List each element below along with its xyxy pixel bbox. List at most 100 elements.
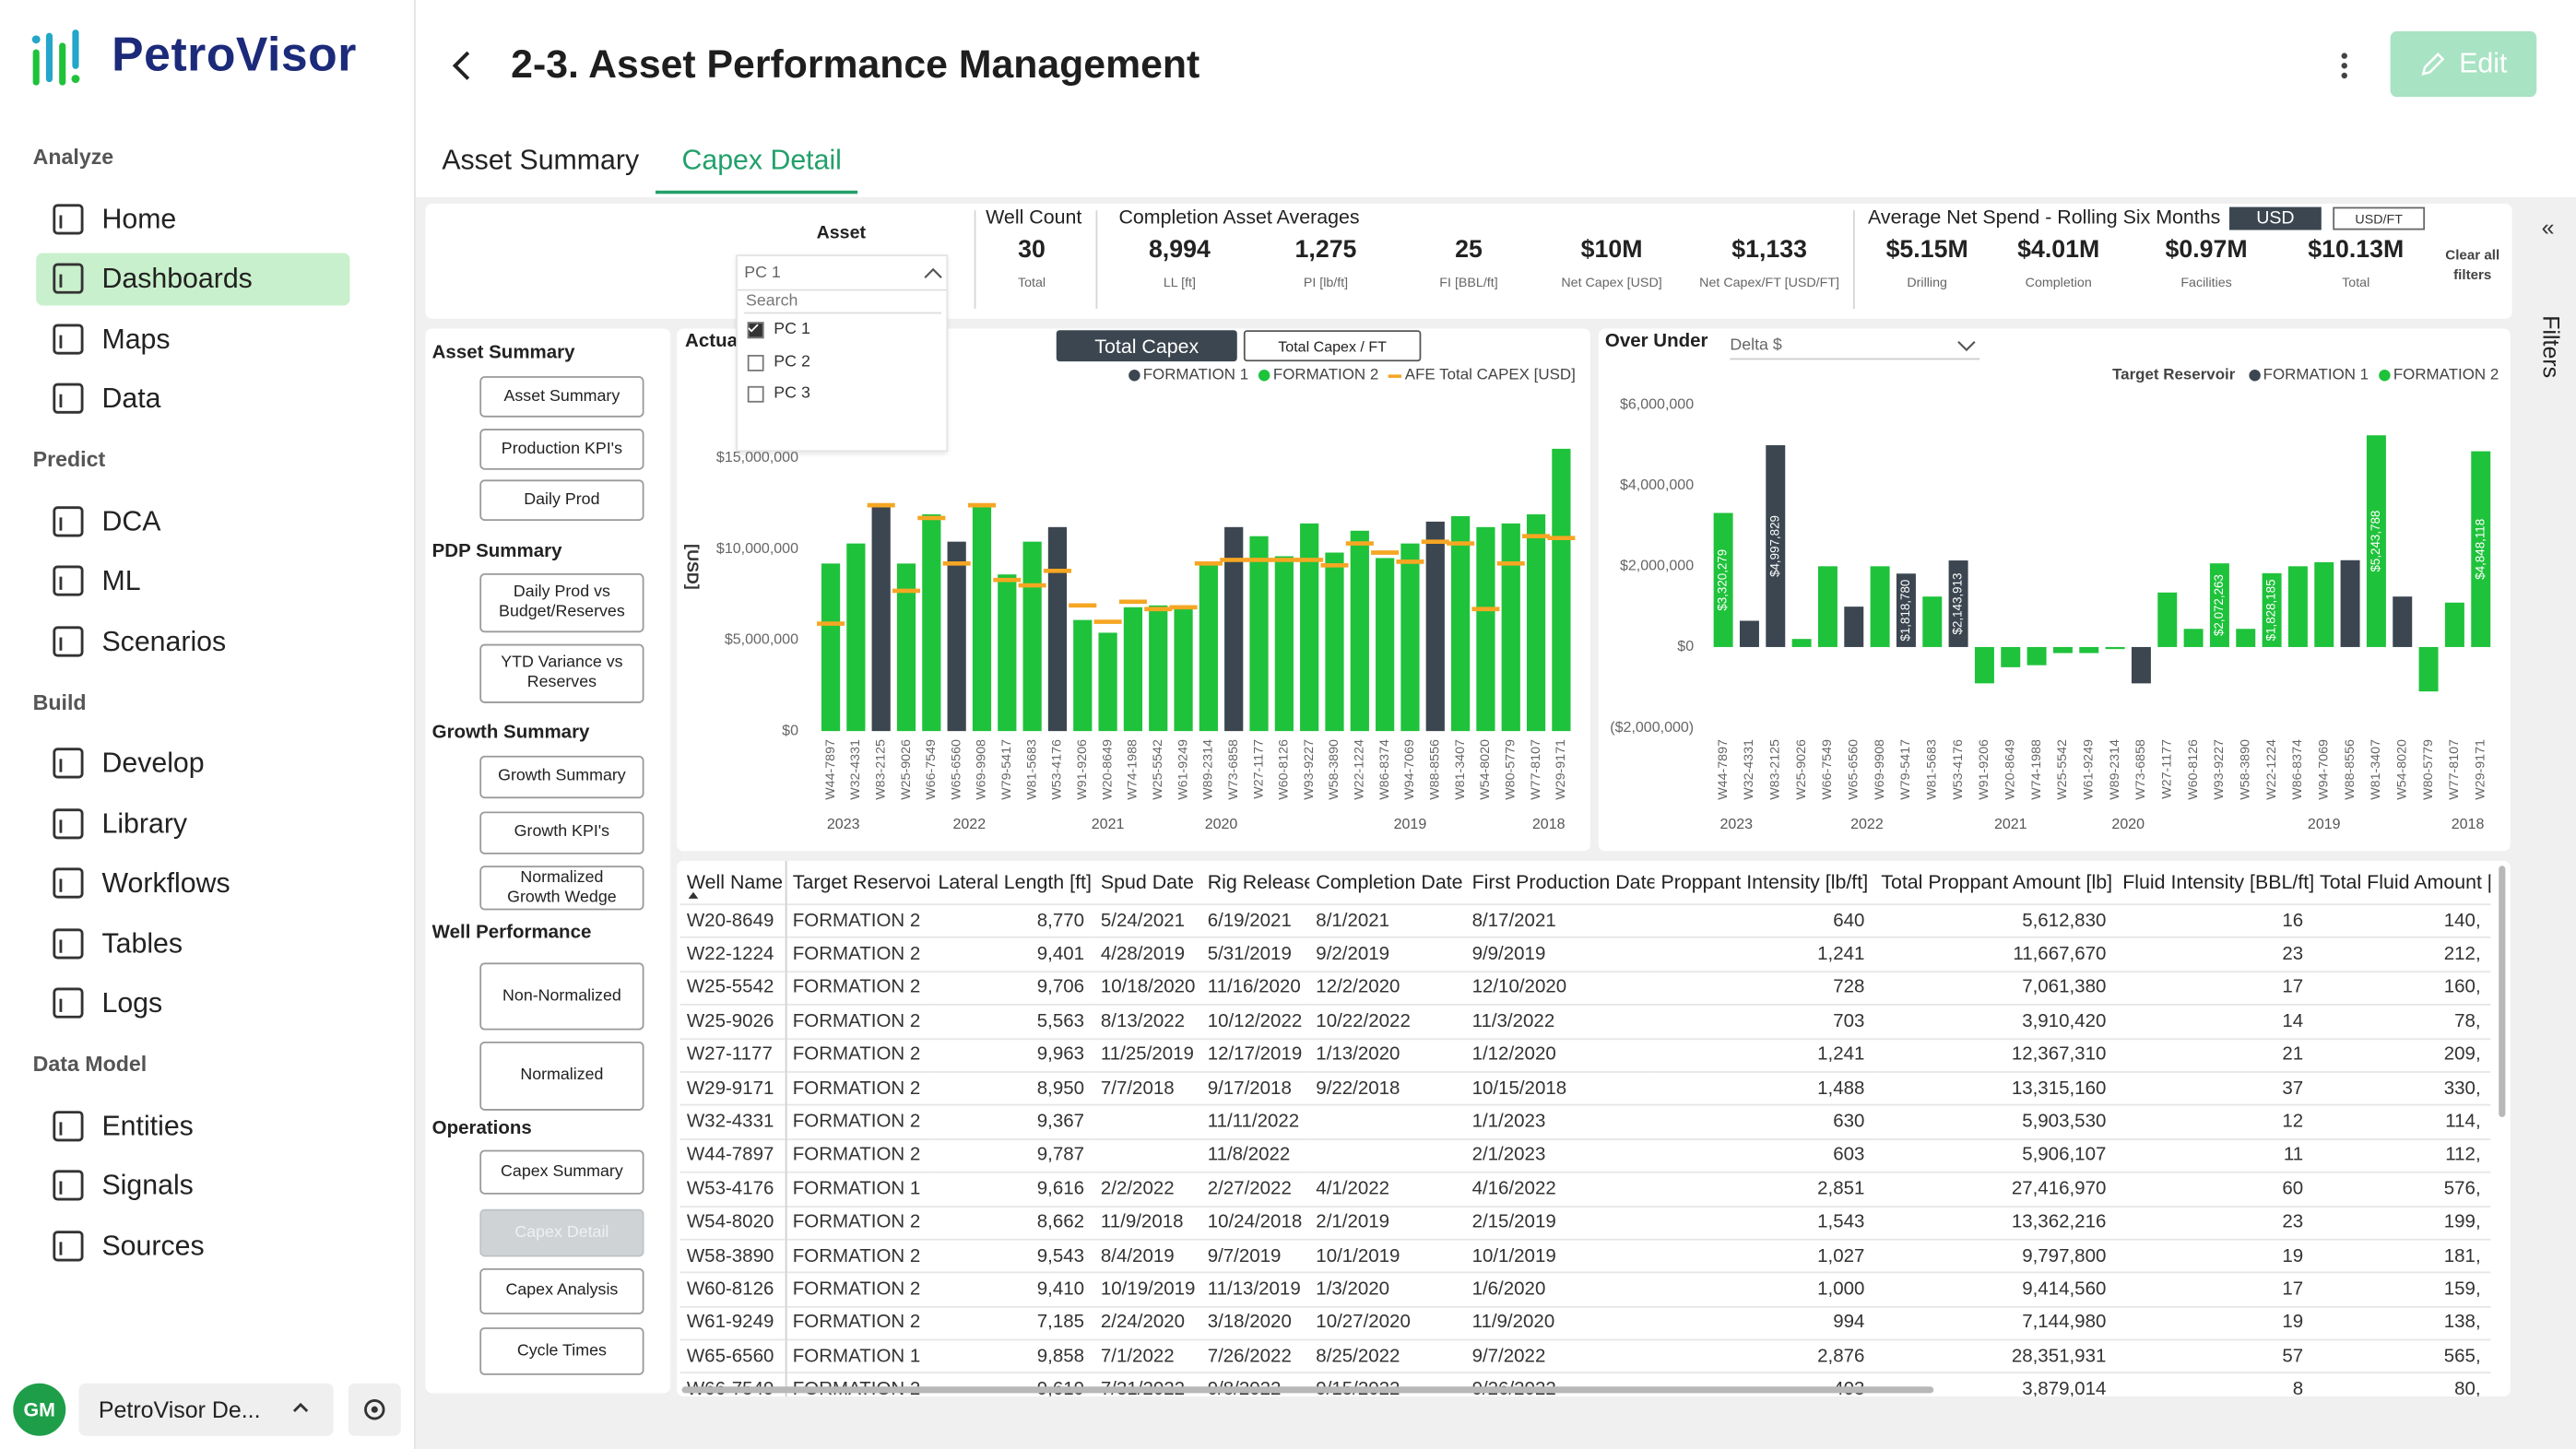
workspace-select[interactable]: PetroVisor De... bbox=[78, 1383, 334, 1436]
table-row[interactable]: W65-6560 FORMATION 1 9,858 7/1/2022 7/26/202… bbox=[679, 1338, 2491, 1373]
report-button[interactable]: Growth Summary bbox=[479, 755, 644, 799]
nav-icon bbox=[53, 1110, 84, 1141]
nav-item[interactable]: Develop bbox=[36, 737, 349, 790]
table-row[interactable]: W32-4331 FORMATION 2 9,367 11/11/2022 1/1/20… bbox=[679, 1104, 2491, 1139]
report-button[interactable]: Daily Prod vs Budget/Reserves bbox=[479, 573, 644, 633]
tab[interactable]: Capex Detail bbox=[681, 144, 842, 176]
column-header[interactable]: Fluid Intensity [BBL/ft] bbox=[2122, 870, 2313, 894]
nav-item[interactable]: Signals bbox=[36, 1160, 349, 1212]
nav-item[interactable]: Workflows bbox=[36, 857, 349, 910]
workspace-name: PetroVisor De... bbox=[98, 1396, 261, 1423]
table-row[interactable]: W54-8020 FORMATION 2 8,662 11/9/2018 10/24/2… bbox=[679, 1205, 2491, 1240]
column-header[interactable]: Rig Release bbox=[1207, 870, 1310, 894]
table-row[interactable]: W25-5542 FORMATION 2 9,706 10/18/2020 11/16/… bbox=[679, 970, 2491, 1006]
h-scrollbar[interactable] bbox=[681, 1386, 1934, 1394]
checkbox[interactable] bbox=[747, 354, 764, 371]
column-header[interactable]: Total Fluid Amount [S bbox=[2320, 870, 2491, 894]
x-tick-label: W79-5417 bbox=[1898, 739, 1913, 800]
table-row[interactable]: W22-1224 FORMATION 2 9,401 4/28/2019 5/31/20… bbox=[679, 937, 2491, 972]
search-box[interactable]: Search bbox=[745, 292, 798, 311]
report-button[interactable]: YTD Variance vs Reserves bbox=[479, 643, 644, 703]
dropdown-field[interactable]: PC 1 bbox=[738, 256, 947, 291]
column-header[interactable]: Spud Date bbox=[1100, 870, 1194, 894]
table-cell: 12/10/2020 bbox=[1465, 970, 1655, 1006]
x-tick-label: W86-8374 bbox=[2290, 739, 2305, 800]
nav-item[interactable]: Scenarios bbox=[36, 615, 349, 667]
clear-filters[interactable]: Clear all filters bbox=[2445, 246, 2500, 283]
table-row[interactable]: W25-9026 FORMATION 2 5,563 8/13/2022 10/12/2… bbox=[679, 1004, 2491, 1039]
nav-item[interactable]: Library bbox=[36, 797, 349, 850]
nav-item[interactable]: Logs bbox=[36, 977, 349, 1030]
table-row[interactable]: W58-3890 FORMATION 2 9,543 8/4/2019 9/7/2019… bbox=[679, 1238, 2491, 1273]
v-scrollbar[interactable] bbox=[2499, 866, 2506, 1117]
table-cell: 6/19/2021 bbox=[1200, 903, 1310, 938]
dropdown-option[interactable]: PC 3 bbox=[738, 380, 946, 411]
report-button[interactable]: Cycle Times bbox=[479, 1327, 644, 1375]
unit-toggle[interactable]: USD bbox=[2229, 206, 2322, 230]
avatar[interactable]: GM bbox=[13, 1383, 66, 1436]
more-button[interactable] bbox=[2334, 49, 2354, 82]
collapse-icon[interactable]: « bbox=[2541, 213, 2555, 241]
report-button[interactable]: Daily Prod bbox=[479, 479, 644, 521]
x-tick-label: W69-9908 bbox=[1873, 739, 1887, 800]
column-header[interactable]: First Production Date bbox=[1471, 870, 1655, 894]
report-button[interactable]: Production KPI's bbox=[479, 429, 644, 470]
report-button-label: Normalized Growth Wedge bbox=[507, 867, 617, 906]
bar bbox=[2183, 629, 2204, 647]
nav-item[interactable]: DCA bbox=[36, 495, 349, 548]
x-tick-label: W74-1988 bbox=[2029, 739, 2044, 800]
x-tick-label: W94-7069 bbox=[1402, 739, 1417, 800]
report-button[interactable]: Capex Analysis bbox=[479, 1267, 644, 1314]
table-cell: 10/18/2020 bbox=[1093, 970, 1201, 1006]
nav-item[interactable]: Dashboards bbox=[36, 253, 350, 306]
report-button[interactable]: Non-Normalized bbox=[479, 962, 644, 1031]
report-button[interactable]: Growth KPI's bbox=[479, 811, 644, 854]
table-cell: 112, bbox=[2312, 1137, 2491, 1172]
report-button[interactable]: Normalized bbox=[479, 1041, 644, 1111]
chart-toggle[interactable]: Total Capex bbox=[1056, 330, 1237, 362]
filters-pane[interactable]: « Filters bbox=[2519, 204, 2576, 861]
table-row[interactable]: W60-8126 FORMATION 2 9,410 10/19/2019 11/13/… bbox=[679, 1272, 2491, 1307]
table-row[interactable]: W20-8649 FORMATION 2 8,770 5/24/2021 6/19/20… bbox=[679, 903, 2491, 938]
table-row[interactable]: W29-9171 FORMATION 2 8,950 7/7/2018 9/17/201… bbox=[679, 1070, 2491, 1106]
bar bbox=[1300, 523, 1319, 732]
unit-toggle[interactable]: USD/FT bbox=[2333, 206, 2426, 230]
year-label: 2022 bbox=[952, 816, 986, 832]
nav-icon bbox=[53, 1170, 84, 1201]
table-cell: 2,876 bbox=[1654, 1338, 1875, 1373]
edit-button[interactable]: Edit bbox=[2390, 30, 2537, 98]
chart-toggle[interactable]: Total Capex / FT bbox=[1243, 330, 1422, 362]
dropdown-option[interactable]: PC 2 bbox=[738, 348, 946, 379]
table-row[interactable]: W53-4176 FORMATION 1 9,616 2/2/2022 2/27/202… bbox=[679, 1171, 2491, 1207]
nav-item[interactable]: Maps bbox=[36, 313, 349, 366]
nav-item[interactable]: Entities bbox=[36, 1100, 349, 1152]
tab[interactable]: Asset Summary bbox=[442, 144, 640, 176]
measure-select[interactable]: Delta $ bbox=[1730, 332, 1980, 360]
nav-label: Signals bbox=[101, 1170, 194, 1201]
column-header[interactable]: Well Name bbox=[679, 860, 786, 905]
column-header[interactable]: Lateral Length [ft] bbox=[938, 870, 1092, 894]
report-button[interactable]: Asset Summary bbox=[479, 376, 644, 418]
nav-item[interactable]: Sources bbox=[36, 1219, 349, 1272]
checkbox[interactable] bbox=[747, 385, 764, 403]
report-button[interactable]: Normalized Growth Wedge bbox=[479, 866, 644, 911]
checkbox[interactable] bbox=[747, 322, 764, 339]
table-row[interactable]: W61-9249 FORMATION 2 7,185 2/24/2020 3/18/20… bbox=[679, 1305, 2491, 1340]
asset-dropdown[interactable]: PC 1 Search PC 1 PC 2 PC 3 bbox=[736, 254, 949, 453]
column-header[interactable]: Completion Date bbox=[1316, 870, 1463, 894]
back-button[interactable] bbox=[447, 49, 477, 82]
column-header[interactable]: Total Proppant Amount [lb] bbox=[1881, 870, 2113, 894]
table-row[interactable]: W44-7897 FORMATION 2 9,787 11/8/2022 2/1/202… bbox=[679, 1137, 2491, 1172]
table-cell: FORMATION 2 bbox=[785, 970, 932, 1006]
settings-button[interactable] bbox=[348, 1383, 401, 1436]
dropdown-option[interactable]: PC 1 bbox=[738, 315, 946, 347]
nav-item[interactable]: Home bbox=[36, 193, 349, 245]
table-row[interactable]: W27-1177 FORMATION 2 9,963 11/25/2019 12/17/… bbox=[679, 1037, 2491, 1072]
nav-item[interactable]: Tables bbox=[36, 917, 349, 970]
report-button[interactable]: Capex Summary bbox=[479, 1149, 644, 1195]
nav-item[interactable]: ML bbox=[36, 555, 349, 607]
nav-item[interactable]: Data bbox=[36, 373, 349, 426]
column-header[interactable]: Proppant Intensity [lb/ft] bbox=[1660, 870, 1869, 894]
column-header[interactable]: Target Reservoir bbox=[792, 870, 932, 894]
